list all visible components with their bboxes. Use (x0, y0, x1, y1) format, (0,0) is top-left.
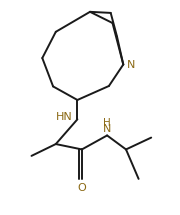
Text: O: O (78, 183, 86, 193)
Text: HN: HN (56, 112, 73, 122)
Text: N: N (127, 60, 135, 69)
Text: N: N (103, 124, 111, 134)
Text: H: H (103, 118, 111, 128)
